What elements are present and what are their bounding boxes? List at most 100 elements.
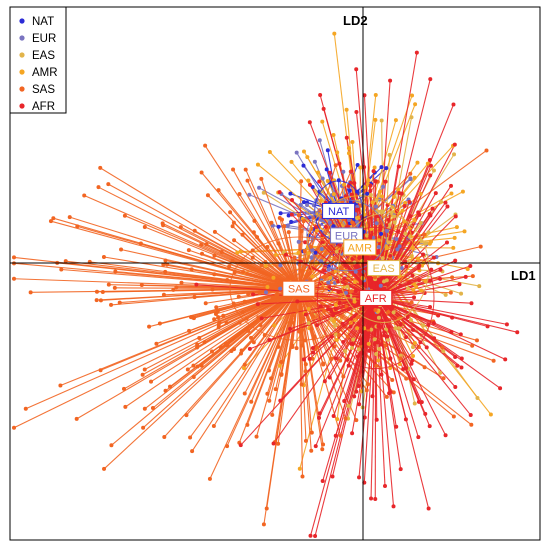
point-sas — [337, 333, 342, 338]
point-afr — [437, 276, 442, 281]
point-amr — [331, 192, 336, 197]
point-afr — [382, 330, 387, 335]
legend-dot-sas — [19, 86, 25, 92]
point-sas — [142, 367, 147, 372]
point-afr — [373, 179, 378, 184]
point-eur — [326, 267, 331, 272]
point-sas — [195, 345, 200, 350]
point-eas — [372, 337, 377, 342]
link-sas — [188, 249, 300, 290]
point-eas — [386, 240, 391, 245]
point-amr — [316, 170, 321, 175]
point-sas — [94, 289, 99, 294]
point-sas — [354, 418, 359, 423]
point-eur — [373, 204, 378, 209]
point-sas — [279, 372, 284, 377]
point-sas — [58, 383, 63, 388]
point-sas — [299, 179, 304, 184]
point-sas — [309, 448, 314, 453]
point-sas — [207, 476, 212, 481]
point-sas — [398, 356, 403, 361]
point-afr — [341, 339, 346, 344]
point-afr — [391, 504, 396, 509]
point-sas — [270, 295, 275, 300]
point-sas — [269, 283, 274, 288]
point-afr — [333, 433, 338, 438]
point-eur — [319, 247, 324, 252]
point-eas — [374, 351, 379, 356]
point-afr — [259, 316, 264, 321]
point-sas — [259, 176, 264, 181]
point-amr — [310, 274, 315, 279]
point-afr — [388, 390, 393, 395]
point-afr — [417, 263, 422, 268]
point-afr — [373, 496, 378, 501]
point-eas — [403, 231, 408, 236]
point-sas — [276, 298, 281, 303]
link-sas — [163, 264, 299, 290]
point-sas — [265, 391, 270, 396]
point-amr — [400, 208, 405, 213]
point-amr — [273, 252, 278, 257]
point-amr — [372, 165, 377, 170]
point-eas — [374, 198, 379, 203]
point-sas — [292, 255, 297, 260]
point-sas — [254, 434, 259, 439]
point-nat — [347, 188, 352, 193]
link-sas — [142, 288, 300, 429]
point-afr — [386, 324, 391, 329]
point-sas — [245, 422, 250, 427]
point-sas — [422, 232, 427, 237]
point-sas — [251, 340, 256, 345]
point-eur — [399, 265, 404, 270]
point-afr — [416, 435, 421, 440]
point-nat — [301, 163, 306, 168]
point-eas — [421, 323, 426, 328]
point-sas — [138, 241, 143, 246]
point-afr — [317, 415, 322, 420]
point-sas — [59, 267, 64, 272]
point-afr — [390, 306, 395, 311]
point-eur — [278, 286, 283, 291]
link-sas — [244, 288, 300, 394]
point-sas — [188, 435, 193, 440]
link-afr — [375, 297, 463, 359]
point-afr — [283, 252, 288, 257]
point-sas — [345, 334, 350, 339]
point-afr — [330, 474, 335, 479]
point-afr — [399, 191, 404, 196]
legend-label-eur: EUR — [32, 33, 56, 45]
point-afr — [346, 307, 351, 312]
point-sas — [450, 275, 455, 280]
point-afr — [394, 424, 399, 429]
point-afr — [376, 277, 381, 282]
link-sas — [288, 232, 300, 289]
point-afr — [251, 292, 256, 297]
point-sas — [321, 442, 326, 447]
link-afr — [361, 297, 377, 372]
point-sas — [276, 241, 281, 246]
point-eas — [439, 199, 444, 204]
point-afr — [307, 120, 312, 125]
link-sas — [244, 288, 300, 365]
point-eas — [376, 315, 381, 320]
point-sas — [448, 290, 453, 295]
legend-dot-amr — [19, 69, 25, 75]
centroid-label-amr: AMR — [348, 242, 373, 254]
point-amr — [391, 194, 396, 199]
point-sas — [390, 377, 395, 382]
point-sas — [289, 320, 294, 325]
point-eur — [397, 244, 402, 249]
point-sas — [216, 188, 221, 193]
point-sas — [98, 368, 103, 373]
point-amr — [352, 317, 357, 322]
point-afr — [428, 278, 433, 283]
point-amr — [412, 341, 417, 346]
point-sas — [252, 218, 257, 223]
point-sas — [242, 391, 247, 396]
point-afr — [428, 163, 433, 168]
point-sas — [290, 343, 295, 348]
point-nat — [324, 167, 329, 172]
point-amr — [332, 319, 337, 324]
